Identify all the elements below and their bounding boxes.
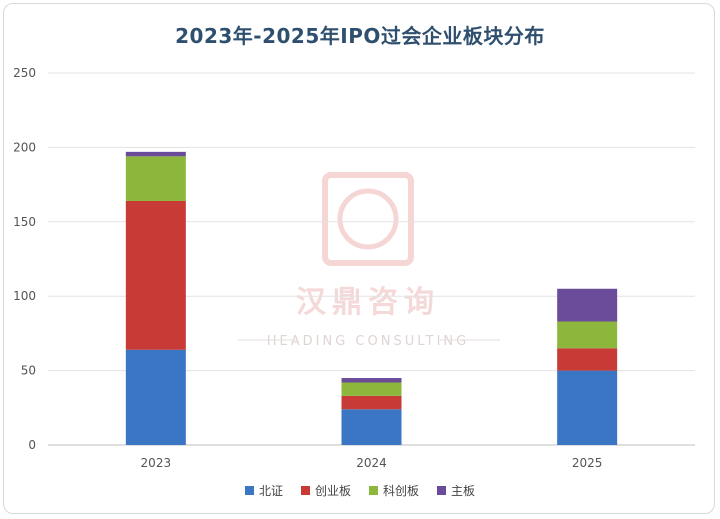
watermark-text: 汉鼎咨询	[296, 285, 440, 320]
bar-segment-2023-主板	[125, 151, 186, 157]
bar-segment-2023-创业板	[125, 200, 186, 350]
bar-segment-2025-主板	[557, 288, 618, 322]
y-tick-label: 100	[13, 289, 36, 303]
bar-segment-2024-北证	[341, 409, 402, 445]
legend-label: 北证	[258, 484, 283, 498]
y-tick-label: 200	[13, 140, 36, 154]
bar-segment-2024-主板	[341, 378, 402, 383]
bar-segment-2023-北证	[125, 349, 186, 445]
legend-swatch	[437, 486, 447, 495]
legend-swatch	[244, 486, 254, 495]
bar-segment-2024-科创板	[341, 382, 402, 396]
watermark-subtext: HEADING CONSULTING	[267, 334, 469, 349]
y-tick-label: 0	[28, 438, 36, 452]
legend-item: 北证	[244, 482, 283, 499]
bar-segment-2024-创业板	[341, 395, 402, 410]
legend: 北证 创业板 科创板 主板	[0, 482, 720, 499]
legend-label: 主板	[451, 484, 476, 498]
chart-title: 2023年-2025年IPO过会企业板块分布	[175, 24, 545, 48]
legend-item: 主板	[437, 482, 475, 499]
watermark-logo: 汉鼎咨询 HEADING CONSULTING	[238, 172, 500, 349]
y-tick-label: 150	[13, 215, 36, 229]
y-tick-label: 50	[21, 364, 36, 378]
x-tick-label: 2024	[356, 456, 387, 470]
bar-segment-2025-北证	[557, 370, 618, 445]
y-tick-label: 250	[13, 66, 36, 80]
legend-item: 创业板	[300, 482, 351, 499]
legend-item: 科创板	[369, 482, 419, 499]
bar-segment-2025-创业板	[557, 348, 618, 371]
bar-segment-2023-科创板	[125, 156, 186, 201]
x-tick-label: 2025	[572, 456, 603, 470]
x-tick-label: 2023	[141, 456, 172, 470]
legend-swatch	[300, 486, 310, 495]
legend-label: 创业板	[314, 484, 351, 498]
legend-label: 科创板	[383, 484, 420, 498]
bar-segment-2025-科创板	[557, 321, 618, 349]
legend-swatch	[369, 486, 378, 495]
